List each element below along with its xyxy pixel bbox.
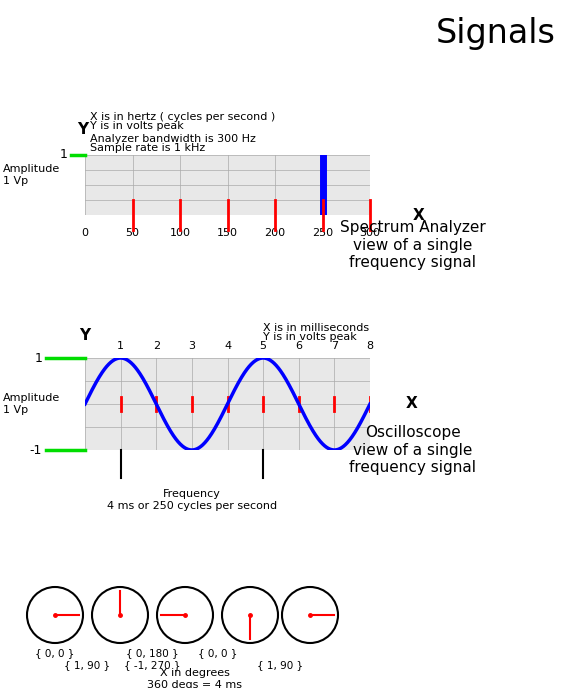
Text: X: X bbox=[413, 208, 425, 222]
Text: X in degrees
360 degs = 4 ms: X in degrees 360 degs = 4 ms bbox=[147, 668, 242, 688]
Text: Y: Y bbox=[80, 328, 91, 343]
Text: -1: -1 bbox=[30, 444, 42, 457]
Text: Frequency
4 ms or 250 cycles per second: Frequency 4 ms or 250 cycles per second bbox=[107, 489, 277, 510]
Text: Spectrum Analyzer
view of a single
frequency signal: Spectrum Analyzer view of a single frequ… bbox=[340, 220, 485, 270]
Text: X is in milliseconds: X is in milliseconds bbox=[263, 323, 369, 333]
Text: 1: 1 bbox=[117, 341, 124, 351]
Text: { 0, 0 }: { 0, 0 } bbox=[198, 648, 237, 658]
Text: X is in hertz ( cycles per second ): X is in hertz ( cycles per second ) bbox=[90, 112, 275, 122]
Text: 200: 200 bbox=[264, 228, 285, 238]
Text: Y: Y bbox=[77, 122, 89, 137]
Text: { 0, 180 }: { 0, 180 } bbox=[126, 648, 179, 658]
Text: Analyzer bandwidth is 300 Hz: Analyzer bandwidth is 300 Hz bbox=[90, 134, 256, 144]
Text: { 1, 90 }: { 1, 90 } bbox=[257, 660, 303, 670]
Text: 150: 150 bbox=[217, 228, 238, 238]
Text: 100: 100 bbox=[170, 228, 190, 238]
Text: X: X bbox=[406, 396, 417, 411]
Text: 2: 2 bbox=[152, 341, 160, 351]
Text: Y is in volts peak: Y is in volts peak bbox=[90, 121, 183, 131]
Text: 0: 0 bbox=[81, 228, 88, 238]
Text: 8: 8 bbox=[367, 341, 374, 351]
Text: { -1, 270 }: { -1, 270 } bbox=[124, 660, 180, 670]
Text: { 0, 0 }: { 0, 0 } bbox=[36, 648, 74, 658]
Text: 5: 5 bbox=[260, 341, 266, 351]
Text: 6: 6 bbox=[295, 341, 302, 351]
Text: 3: 3 bbox=[189, 341, 195, 351]
Text: 7: 7 bbox=[331, 341, 338, 351]
Text: 300: 300 bbox=[359, 228, 380, 238]
Text: Y is in volts peak: Y is in volts peak bbox=[263, 332, 357, 342]
Text: Signals: Signals bbox=[436, 17, 556, 50]
Text: 50: 50 bbox=[125, 228, 139, 238]
Text: 1: 1 bbox=[34, 352, 42, 365]
Text: Sample rate is 1 kHz: Sample rate is 1 kHz bbox=[90, 143, 205, 153]
Text: Amplitude
1 Vp: Amplitude 1 Vp bbox=[3, 164, 60, 186]
Text: Oscilloscope
view of a single
frequency signal: Oscilloscope view of a single frequency … bbox=[349, 425, 476, 475]
Text: 1: 1 bbox=[60, 149, 68, 162]
Text: Amplitude
1 Vp: Amplitude 1 Vp bbox=[3, 394, 60, 415]
Text: 250: 250 bbox=[312, 228, 333, 238]
Text: 4: 4 bbox=[224, 341, 231, 351]
Text: { 1, 90 }: { 1, 90 } bbox=[64, 660, 111, 670]
